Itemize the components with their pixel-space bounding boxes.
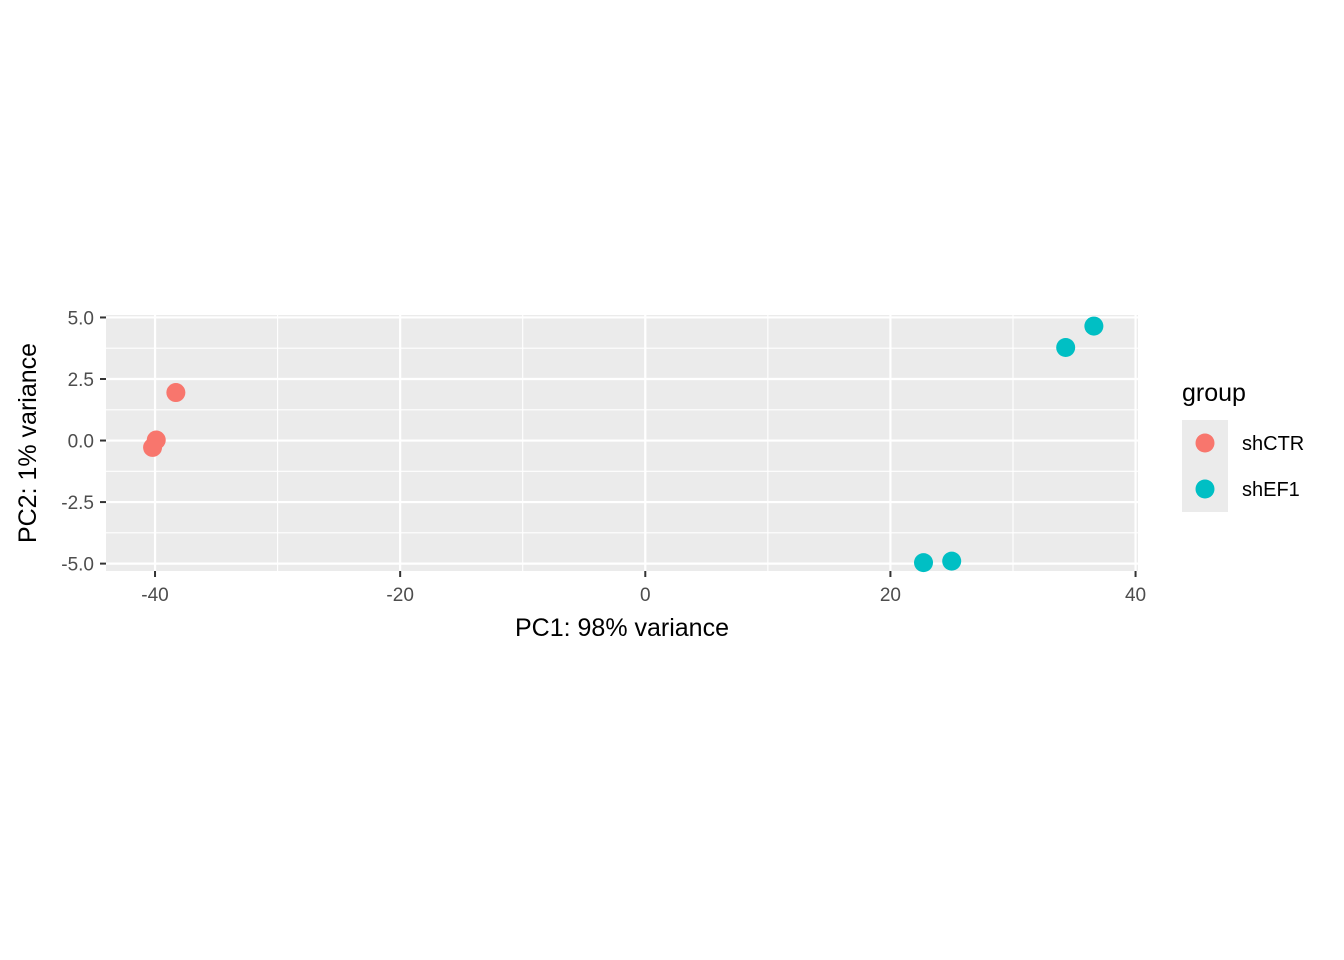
y-tick-label: 5.0: [68, 308, 94, 329]
legend-key-shctr: [1195, 433, 1215, 453]
data-point-shctr: [166, 383, 186, 403]
data-point-shef1: [914, 553, 934, 573]
legend-key-shef1: [1195, 479, 1215, 499]
minor-gridlines: [106, 315, 1138, 571]
data-point-shef1: [1084, 316, 1104, 336]
x-axis-title: PC1: 98% variance: [515, 614, 729, 642]
y-tick-label: -2.5: [61, 493, 94, 514]
y-tick-label: 2.5: [68, 370, 94, 391]
data-points: [143, 316, 1104, 573]
legend-label-shctr: shCTR: [1242, 433, 1304, 455]
x-tick-label: 40: [1125, 585, 1146, 606]
y-axis-title: PC2: 1% variance: [14, 343, 42, 543]
y-axis: 5.0 2.5 0.0 -2.5 -5.0: [61, 308, 106, 576]
data-point-shef1: [1056, 337, 1076, 357]
x-axis: -40 -20 0 20 40: [141, 571, 1146, 606]
x-tick-label: -40: [141, 585, 168, 606]
x-tick-label: 20: [880, 585, 901, 606]
data-point-shef1: [942, 551, 962, 571]
legend: group shCTR shEF1: [1182, 379, 1304, 512]
x-tick-label: 0: [640, 585, 651, 606]
legend-title: group: [1182, 379, 1246, 407]
major-gridlines: [106, 315, 1138, 571]
legend-label-shef1: shEF1: [1242, 479, 1300, 501]
data-point-shctr: [143, 437, 163, 457]
x-tick-label: -20: [386, 585, 413, 606]
y-tick-label: 0.0: [68, 432, 94, 453]
y-tick-label: -5.0: [61, 555, 94, 576]
